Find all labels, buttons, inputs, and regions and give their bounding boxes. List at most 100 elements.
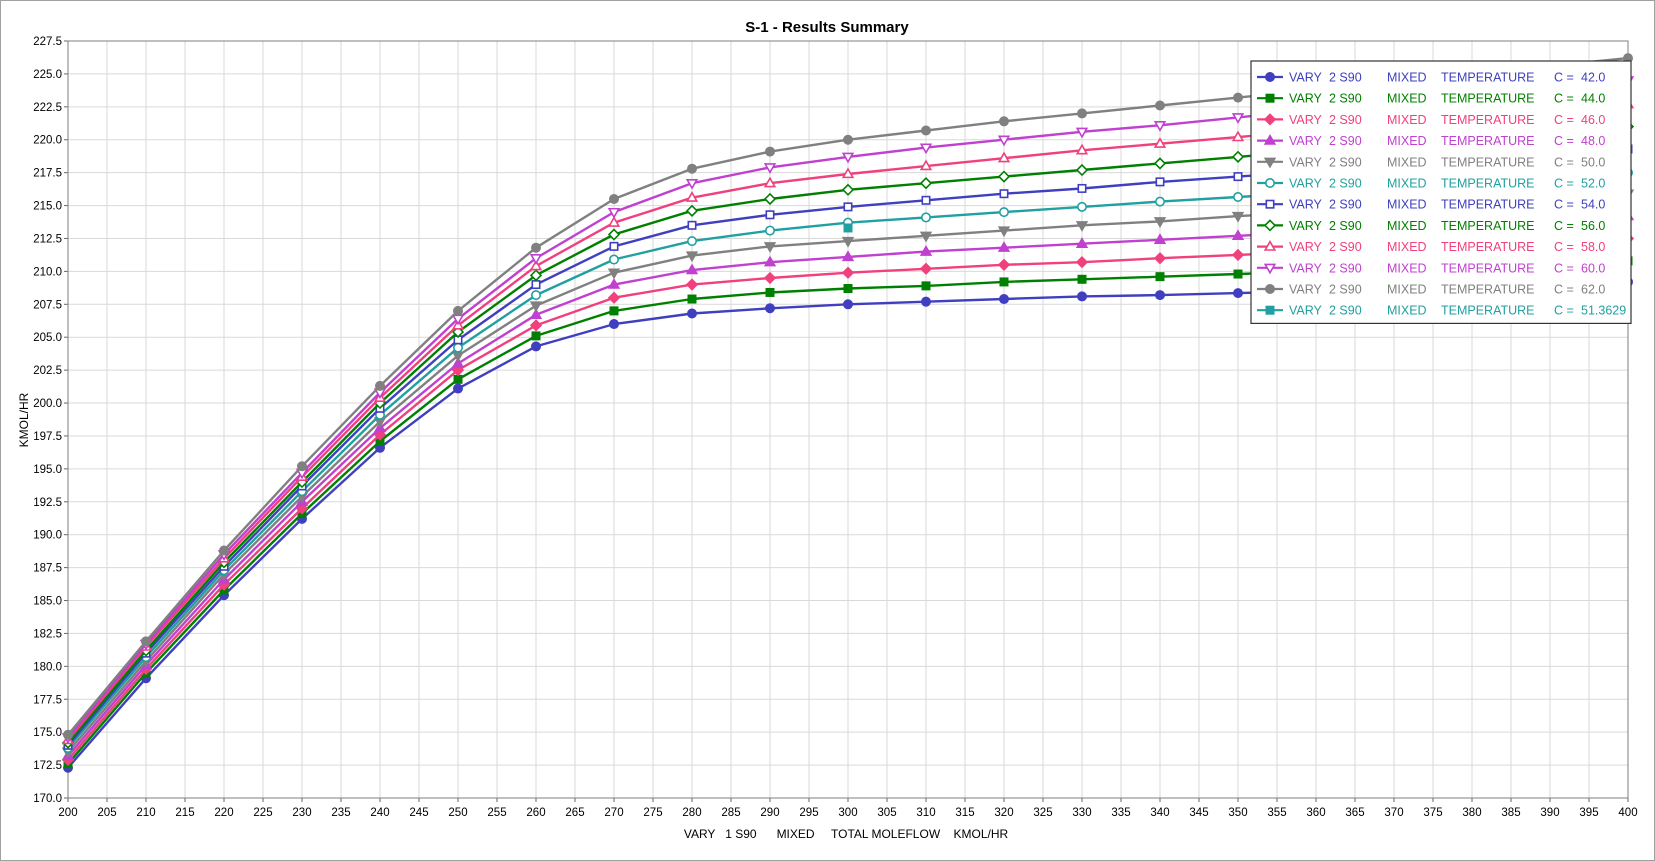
data-point — [1153, 157, 1167, 170]
data-point — [764, 146, 775, 157]
data-point — [530, 341, 541, 352]
y-tick-labels: 170.0 172.5 175.0 177.5 180.0 182.5 185.0 187.5… — [33, 36, 62, 805]
y-tick-label: 225.0 — [33, 69, 62, 81]
data-point — [765, 210, 775, 220]
legend-col3: MIXED — [1387, 92, 1427, 106]
data-point — [1153, 233, 1167, 244]
legend-col3: MIXED — [1387, 134, 1427, 148]
legend-col4: TEMPERATURE — [1441, 219, 1535, 233]
data-point — [685, 204, 699, 217]
legend-col2: 2 S90 — [1329, 198, 1362, 212]
legend-entry: VARY 2 S90 MIXED TEMPERATURE C = 48.0 — [1257, 133, 1605, 148]
data-point — [529, 259, 543, 271]
data-point — [841, 167, 855, 179]
data-point — [1155, 177, 1165, 187]
data-point — [842, 134, 853, 145]
x-tick-label: 225 — [253, 807, 272, 819]
data-point — [843, 223, 853, 233]
data-point — [531, 280, 541, 290]
x-axis-label: VARY 1 S90 MIXED TOTAL MOLEFLOW KMOL/HR — [684, 827, 1009, 841]
data-point — [1231, 248, 1245, 262]
legend-col4: TEMPERATURE — [1441, 304, 1535, 318]
data-point — [920, 296, 931, 307]
legend-col4: TEMPERATURE — [1441, 261, 1535, 275]
data-point — [685, 191, 699, 202]
x-tick-label: 330 — [1072, 807, 1091, 819]
legend-entry: VARY 2 S90 MIXED TEMPERATURE C = 51.3629 — [1257, 304, 1626, 318]
data-point — [1153, 252, 1167, 265]
data-point — [841, 266, 855, 279]
legend-col1: VARY — [1289, 134, 1323, 148]
legend-col5: C = — [1554, 198, 1574, 212]
y-tick-label: 187.5 — [33, 563, 62, 575]
legend-col6: 62.0 — [1581, 283, 1605, 297]
data-point — [687, 294, 697, 304]
data-point — [685, 263, 699, 275]
data-point — [1077, 201, 1088, 212]
data-point — [1075, 163, 1089, 177]
legend-col5: C = — [1554, 134, 1574, 148]
data-point — [1263, 263, 1277, 275]
data-point — [920, 212, 931, 223]
legend-col3: MIXED — [1387, 240, 1427, 254]
data-point — [685, 251, 699, 263]
legend-col3: MIXED — [1387, 283, 1427, 297]
y-tick-label: 217.5 — [33, 168, 62, 180]
data-point — [1155, 272, 1165, 282]
data-point — [919, 159, 933, 171]
legend-col3: MIXED — [1387, 219, 1427, 233]
legend-entry: VARY 2 S90 MIXED TEMPERATURE C = 56.0 — [1257, 219, 1605, 233]
x-tick-label: 205 — [97, 807, 116, 819]
data-point — [1265, 305, 1275, 315]
legend-col4: TEMPERATURE — [1441, 113, 1535, 127]
data-point — [763, 271, 777, 285]
data-point — [1075, 127, 1089, 139]
x-tick-label: 300 — [838, 807, 857, 819]
y-tick-label: 197.5 — [33, 431, 62, 443]
legend-col2: 2 S90 — [1329, 113, 1362, 127]
legend-col2: 2 S90 — [1329, 92, 1362, 106]
data-point — [607, 216, 621, 227]
data-point — [764, 303, 775, 314]
x-tick-label: 215 — [175, 807, 194, 819]
data-point — [529, 269, 543, 282]
x-tick-label: 365 — [1345, 807, 1364, 819]
data-point — [1263, 219, 1277, 232]
y-tick-label: 172.5 — [33, 760, 62, 772]
x-tick-label: 360 — [1306, 807, 1325, 819]
legend-col3: MIXED — [1387, 177, 1427, 191]
data-point — [841, 250, 855, 262]
legend-entry: VARY 2 S90 MIXED TEMPERATURE C = 58.0 — [1257, 239, 1605, 254]
data-point — [841, 152, 855, 164]
data-point — [1265, 93, 1275, 103]
data-point — [608, 319, 619, 330]
data-point — [1155, 290, 1166, 301]
x-tick-label: 340 — [1150, 807, 1169, 819]
data-point — [1077, 183, 1087, 193]
data-point — [997, 135, 1011, 147]
data-point — [1263, 113, 1277, 126]
y-tick-label: 222.5 — [33, 102, 62, 114]
data-point — [219, 545, 230, 556]
data-point — [1265, 72, 1276, 83]
legend-entry: VARY 2 S90 MIXED TEMPERATURE C = 54.0 — [1257, 198, 1605, 212]
x-tick-label: 255 — [487, 807, 506, 819]
data-point — [921, 281, 931, 291]
data-point — [919, 245, 933, 256]
data-point — [1075, 237, 1089, 248]
legend-col6: 54.0 — [1581, 198, 1605, 212]
data-point — [451, 356, 465, 368]
x-tick-label: 230 — [292, 807, 311, 819]
legend-col1: VARY — [1289, 240, 1323, 254]
data-point — [765, 287, 775, 297]
legend-col6: 42.0 — [1581, 71, 1605, 85]
data-point — [1263, 239, 1277, 251]
legend-entry: VARY 2 S90 MIXED TEMPERATURE C = 44.0 — [1257, 92, 1605, 106]
data-point — [1077, 291, 1088, 302]
legend-col4: TEMPERATURE — [1441, 283, 1535, 297]
data-point — [685, 278, 699, 291]
legend-col5: C = — [1554, 177, 1574, 191]
data-point — [530, 242, 541, 253]
legend-col6: 56.0 — [1581, 219, 1605, 233]
data-point — [1265, 178, 1276, 189]
